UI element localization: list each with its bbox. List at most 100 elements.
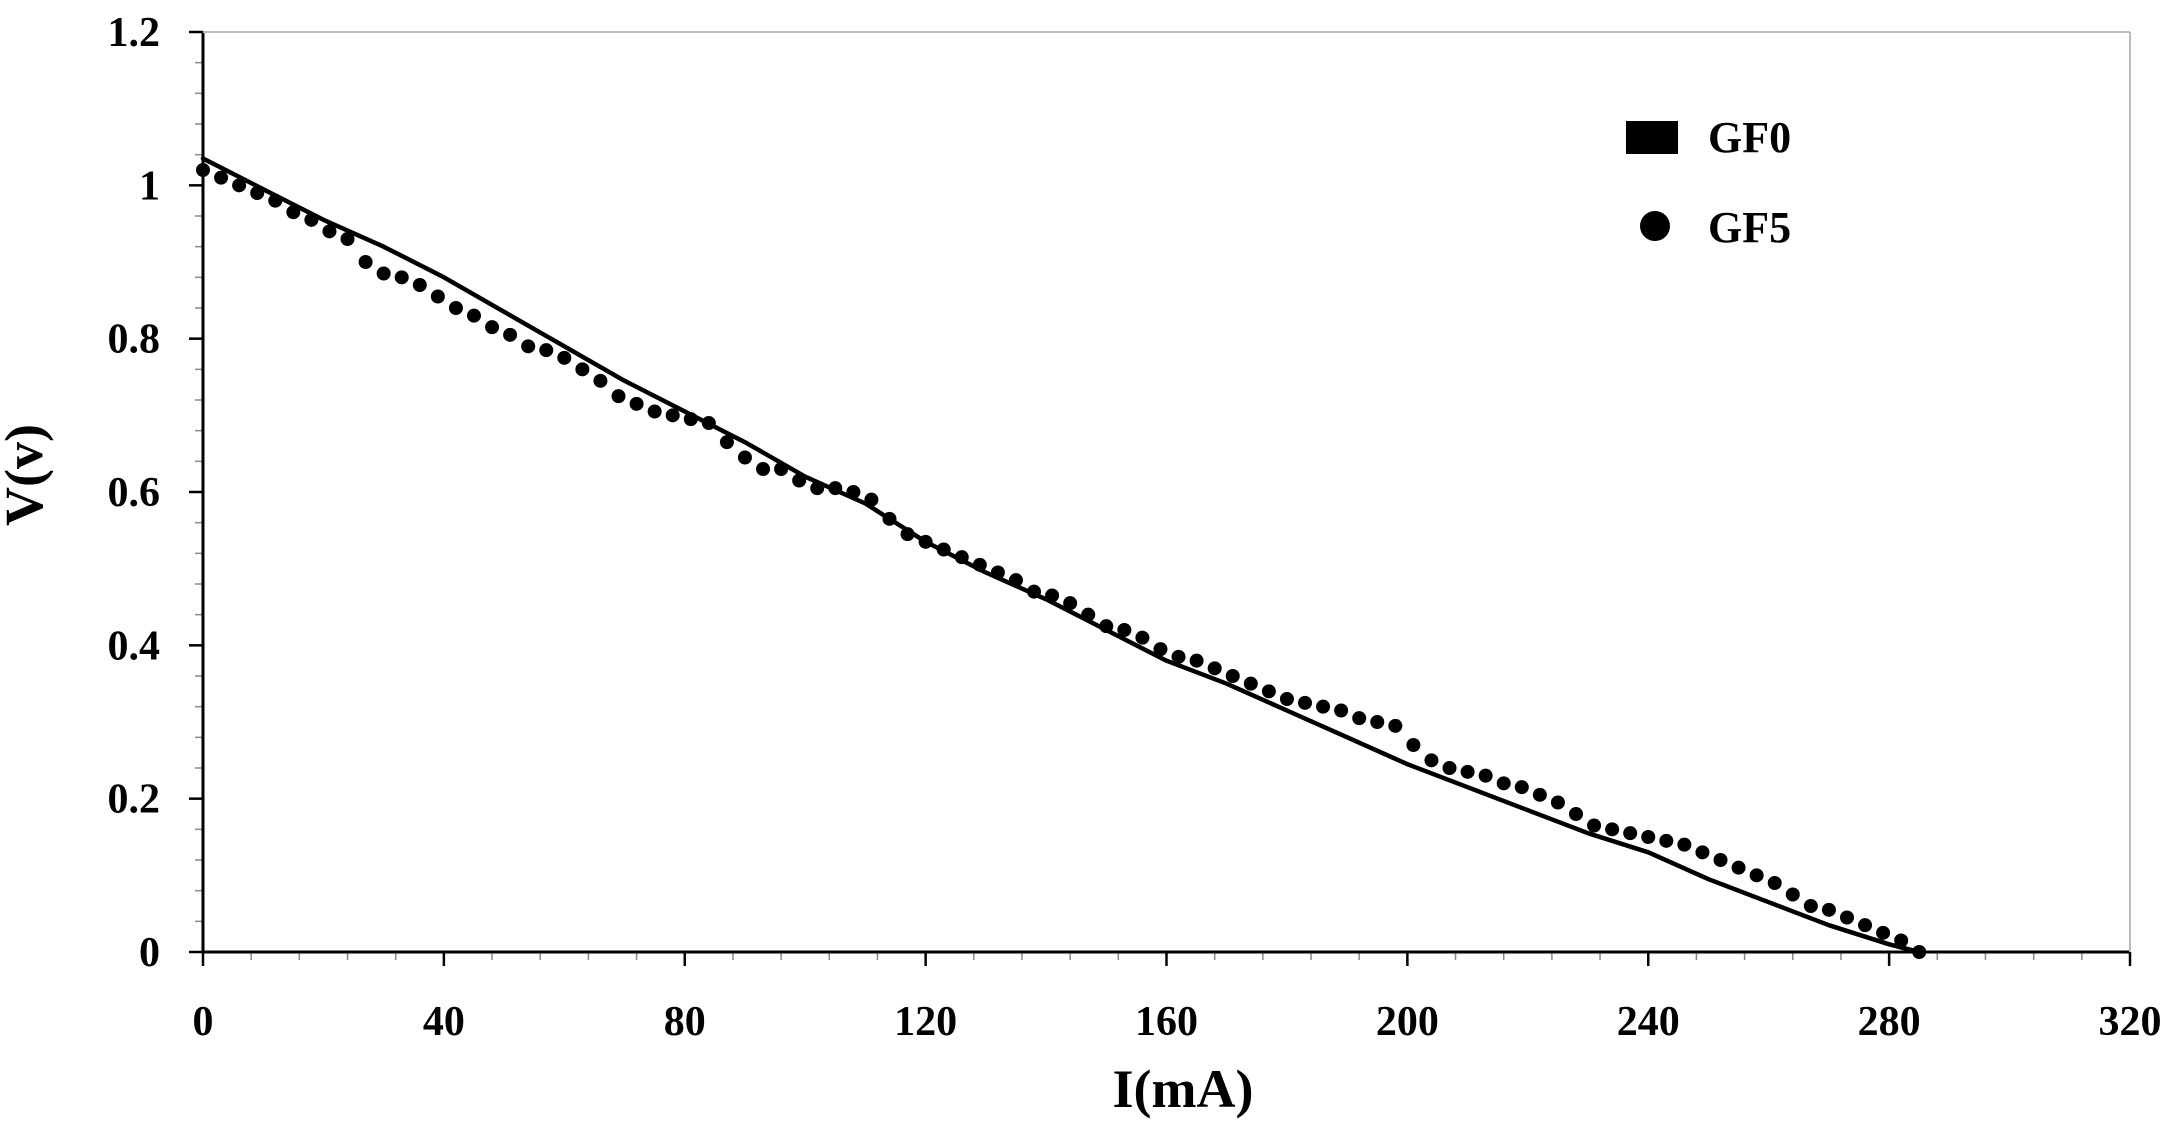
- x-tick-label: 0: [193, 999, 214, 1045]
- series-gf5-point: [774, 462, 789, 476]
- series-gf5-point: [1821, 902, 1836, 917]
- series-gf5-point: [1858, 918, 1873, 933]
- series-gf5-point: [1659, 833, 1674, 848]
- series-gf5-point: [756, 462, 771, 476]
- series-gf5-point: [1424, 753, 1439, 768]
- series-gf5-point: [430, 289, 445, 304]
- series-gf5-point: [1767, 876, 1782, 890]
- series-gf5-point: [340, 232, 355, 246]
- series-gf5-point: [1045, 588, 1060, 603]
- series-gf5-point: [864, 492, 879, 507]
- series-gf5-point: [1008, 573, 1023, 588]
- y-tick-label: 0.8: [108, 317, 161, 363]
- series-gf5-point: [972, 557, 987, 572]
- series-gf5-point: [1912, 945, 1927, 959]
- series-gf5-point: [1514, 780, 1529, 795]
- series-gf5-point: [1279, 692, 1294, 706]
- series-gf5-point: [1027, 584, 1042, 599]
- series-gf5-point: [990, 565, 1005, 580]
- series-gf5-point: [1171, 649, 1186, 664]
- series-gf5-point: [1839, 910, 1854, 925]
- series-gf5-point: [828, 481, 843, 496]
- series-gf5-point: [1153, 642, 1168, 657]
- legend-swatch-gf0: [1626, 121, 1678, 154]
- series-gf5-point: [1478, 768, 1493, 783]
- series-gf5-point: [557, 350, 572, 365]
- legend-label-gf0: GF0: [1708, 113, 1791, 162]
- series-gf5-point: [1550, 795, 1565, 810]
- legend: GF0 GF5: [1626, 113, 1791, 252]
- series-gf5-point: [1081, 607, 1096, 622]
- series-gf5-point: [232, 178, 247, 193]
- series-gf5-point: [1803, 899, 1818, 913]
- series-gf5-point: [719, 435, 734, 450]
- x-tick-label: 160: [1135, 999, 1198, 1045]
- series-gf5-point: [1623, 826, 1638, 841]
- series-gf5-point: [918, 534, 933, 549]
- x-tick-label: 320: [2099, 999, 2162, 1045]
- series-gf5-point: [593, 373, 608, 388]
- series-gf5-point: [810, 481, 825, 496]
- series-gf5-point: [196, 163, 210, 177]
- series-gf5-point: [1605, 822, 1620, 837]
- series-gf5-point: [701, 416, 716, 430]
- series-gf5-point: [1298, 695, 1313, 710]
- series-gf5-point: [1189, 653, 1204, 668]
- x-tick-label: 80: [664, 999, 706, 1045]
- series-gf5-point: [286, 205, 301, 220]
- y-tick-label: 0.6: [108, 470, 161, 516]
- series-gf5-point: [1587, 818, 1602, 833]
- series-gf5-point: [485, 320, 500, 335]
- series-gf5-point: [1243, 676, 1258, 691]
- series-gf5-point: [250, 186, 265, 200]
- series-gf5-point: [1207, 661, 1222, 676]
- y-axis-ticks: 0 0.2 0.4 0.6 0.8 1 1.2: [108, 10, 203, 976]
- series-gf5-point: [1695, 845, 1710, 860]
- series-gf5-point: [611, 389, 626, 404]
- axes: [201, 31, 2131, 954]
- series-gf5-point: [954, 550, 969, 565]
- x-tick-label: 40: [423, 999, 465, 1045]
- series-gf5-point: [629, 396, 644, 411]
- series-gf5-point: [214, 170, 229, 185]
- series-gf0-group: [200, 156, 1922, 955]
- series-gf5-point: [1406, 738, 1421, 752]
- series-gf5-point: [1352, 711, 1367, 726]
- x-axis-ticks: 0 40 80 120 160 200 240 280 320: [193, 952, 2162, 1045]
- y-tick-label: 0: [139, 930, 160, 976]
- series-gf5-point: [1135, 630, 1150, 645]
- y-tick-label: 0.4: [108, 623, 161, 669]
- series-gf5-point: [521, 339, 536, 354]
- series-gf5-point: [1099, 619, 1114, 634]
- series-gf0-line: [200, 156, 1922, 955]
- series-gf5-point: [1894, 933, 1909, 948]
- series-gf5-point: [1442, 761, 1457, 775]
- series-gf5-point: [665, 408, 680, 423]
- y-tick-label: 0.2: [108, 777, 161, 823]
- series-gf5-point: [936, 542, 951, 557]
- legend-label-gf5: GF5: [1708, 203, 1791, 252]
- y-tick-label: 1: [139, 163, 160, 209]
- series-gf5-point: [1334, 703, 1349, 718]
- series-gf5-point: [1225, 669, 1240, 683]
- series-gf5-point: [1749, 868, 1764, 883]
- series-gf5-point: [1370, 715, 1385, 729]
- series-gf5-point: [268, 193, 283, 208]
- series-gf5-point: [792, 473, 807, 488]
- series-gf5-point: [575, 362, 590, 377]
- series-gf5-point: [647, 404, 662, 419]
- series-gf5-point: [322, 224, 337, 239]
- series-gf5-point: [539, 343, 554, 358]
- series-gf5-point: [1532, 787, 1547, 802]
- series-gf5-point: [1261, 684, 1276, 699]
- series-gf5-point: [1713, 853, 1728, 867]
- series-gf5-point: [900, 527, 915, 542]
- series-gf5-point: [1388, 718, 1403, 733]
- series-gf5-point: [1785, 887, 1800, 902]
- series-gf5-point: [394, 270, 409, 285]
- x-tick-label: 120: [894, 999, 957, 1045]
- x-tick-label: 240: [1617, 999, 1680, 1045]
- series-gf5-point: [376, 266, 391, 281]
- x-tick-label: 200: [1376, 999, 1439, 1045]
